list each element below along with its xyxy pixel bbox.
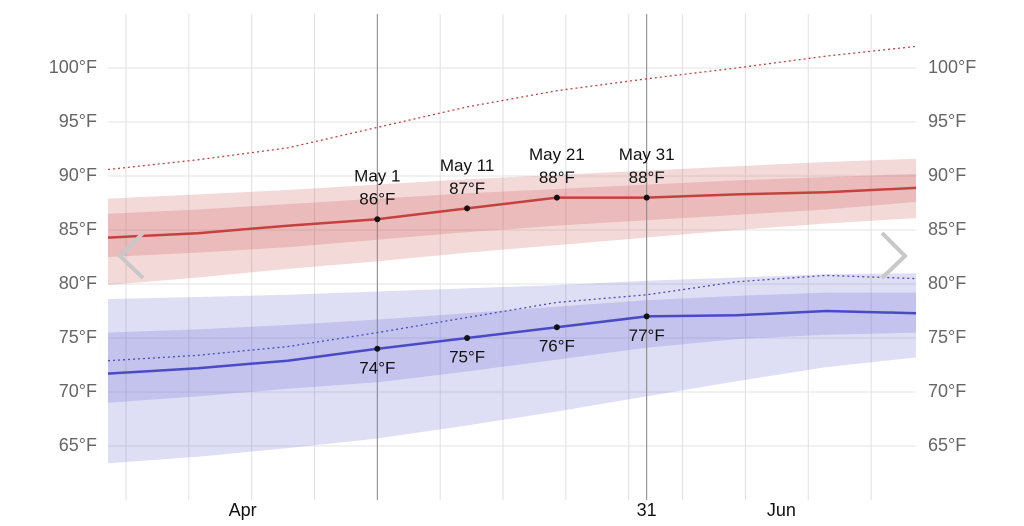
point [643,194,650,201]
value-label: 86°F [359,190,395,209]
point [464,335,471,341]
dotted-line [107,45,917,171]
value-label: 87°F [449,179,485,198]
next-arrow[interactable] [880,231,908,280]
y-tick-label: 90°F [59,165,97,185]
value-label: 74°F [359,358,395,377]
value-label: 76°F [539,337,575,356]
y-tick-label-right: 65°F [928,435,966,455]
line [107,186,917,239]
line [107,309,917,375]
date-label: May 1 [354,167,400,186]
y-tick-label-right: 100°F [928,57,976,77]
y-tick-label: 65°F [59,435,97,455]
point [464,205,471,212]
y-tick-label: 80°F [59,273,97,293]
x-tick-label: Jun [767,500,796,520]
x-tick-label: Apr [229,500,257,520]
annotations: 86°F May 1 87°F May 11 88°F May 21 88°F May 31 7… [354,145,674,377]
y-tick-label: 85°F [59,219,97,239]
point [553,194,560,201]
point [374,216,381,223]
prev-arrow[interactable] [117,231,145,280]
y-tick-label-right: 85°F [928,219,966,239]
y-tick-label: 95°F [59,111,97,131]
y-tick-label-right: 75°F [928,327,966,347]
value-label: 75°F [449,347,485,366]
y-tick-label: 75°F [59,327,97,347]
band [108,292,916,403]
date-label: May 21 [529,145,585,164]
point [643,313,650,320]
band [108,158,916,286]
band [108,273,916,464]
y-tick-label: 100°F [49,57,97,77]
y-tick-label-right: 80°F [928,273,966,293]
date-label: May 31 [619,145,675,164]
y-tick-label: 70°F [59,381,97,401]
point [374,345,381,352]
point [553,324,560,331]
y-tick-label-right: 95°F [928,111,966,131]
value-label: 88°F [539,168,575,187]
y-tick-label-right: 90°F [928,165,966,185]
bands [108,14,916,500]
y-tick-label-right: 70°F [928,381,966,401]
value-label: 77°F [629,326,665,345]
lines [107,45,917,375]
value-label: 88°F [629,168,665,187]
date-label: May 11 [440,156,495,175]
dotted-line [107,274,917,362]
x-tick-label: 31 [637,500,657,520]
